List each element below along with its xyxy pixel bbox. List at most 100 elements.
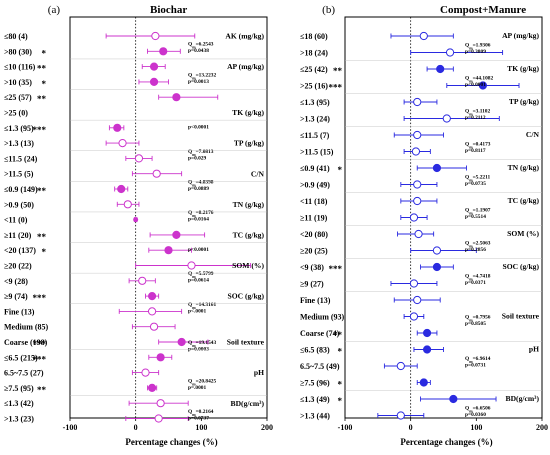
significance-stars: * <box>338 347 343 357</box>
p-value: p=0.0614 <box>188 278 209 284</box>
row-label: <20 (80) <box>300 230 328 239</box>
significance-stars: * <box>338 165 343 175</box>
effect-size-point <box>413 97 422 107</box>
qm-statistic: Qm=6.9614 <box>465 356 491 364</box>
significance-stars: *** <box>33 339 47 349</box>
row-label: >25 (16) <box>300 82 328 91</box>
row-label: ≥7.5 (95) <box>4 384 34 393</box>
significance-stars: * <box>338 380 343 390</box>
effect-size-point <box>413 295 422 305</box>
moderator-name: TN (g/kg) <box>233 200 265 209</box>
row-label: ≤1.3 (42) <box>4 399 34 408</box>
p-value: p=0.2112 <box>465 115 486 121</box>
x-tick-label: 100 <box>195 423 207 432</box>
p-value: p=0.0737 <box>188 415 209 421</box>
p-value: p<0.0001 <box>188 125 209 131</box>
qm-statistic: Qm=19.1543 <box>188 340 216 348</box>
qm-statistic: Qm=3.1102 <box>465 108 490 116</box>
significance-stars: ** <box>37 64 47 74</box>
row-label: <9 (38) <box>300 263 324 272</box>
effect-size-point <box>177 337 186 347</box>
p-value: p=0.0164 <box>188 216 209 222</box>
significance-stars: *** <box>33 354 47 364</box>
row-label: ≤6.5 (215) <box>4 353 38 362</box>
moderator-name: SOC (g/kg) <box>228 292 265 301</box>
row-label: ≤25 (57) <box>4 93 32 102</box>
x-axis-label: Percentage changes (%) <box>400 437 492 447</box>
effect-size-point <box>413 196 422 206</box>
effect-size-point <box>138 276 147 285</box>
effect-size-point <box>419 31 428 41</box>
row-label: >10 (35) <box>4 78 32 87</box>
effect-size-point <box>409 279 419 288</box>
qm-statistic: Qm=0.4173 <box>465 141 491 149</box>
effect-size-point <box>396 361 405 371</box>
p-value: p=0.0371 <box>465 280 486 286</box>
effect-size-point <box>409 213 419 222</box>
p-value: p<.0001 <box>188 308 207 314</box>
effect-size-point <box>156 353 165 362</box>
p-value: p=0.2856 <box>465 247 486 253</box>
moderator-name: Soil texture <box>227 338 265 347</box>
x-tick-label: 0 <box>134 423 138 432</box>
row-label: Coarse (74) <box>300 329 340 338</box>
row-label: 6.5~7.5 (49) <box>300 362 340 371</box>
row-label: ≤10 (116) <box>4 63 36 72</box>
plot-frame <box>344 16 543 419</box>
row-label: ≥9 (74) <box>4 292 28 301</box>
effect-size-point <box>172 93 181 102</box>
chart-title: Biochar <box>150 4 187 16</box>
effect-size-point <box>409 312 419 321</box>
p-value: p=0.8117 <box>465 148 486 154</box>
p-value: p=0.0438 <box>188 48 209 54</box>
significance-stars: *** <box>329 264 343 274</box>
effect-size-point <box>422 345 432 354</box>
x-tick-label: 0 <box>409 423 413 432</box>
effect-size-point <box>442 114 451 123</box>
qm-statistic: Qm=0.7956 <box>465 315 491 323</box>
row-label: >18 (24) <box>300 49 328 58</box>
effect-size-point <box>134 154 144 163</box>
moderator-name: AP (mg/kg) <box>502 31 539 40</box>
row-label: <9 (28) <box>4 277 28 286</box>
significance-stars: ** <box>37 94 47 104</box>
qm-statistic: Qm=14.3161 <box>188 302 216 310</box>
row-label: ≤1.3 (95) <box>300 98 330 107</box>
row-label: ≥20 (22) <box>4 262 32 271</box>
effect-size-point <box>156 399 165 408</box>
effect-size-point <box>432 246 442 255</box>
effect-size-point <box>411 147 421 156</box>
row-label: Coarse (198) <box>4 338 48 347</box>
significance-stars: * <box>42 247 47 257</box>
effect-size-point <box>396 411 405 420</box>
x-tick-label: 200 <box>261 423 273 432</box>
moderator-name: TN (g/kg) <box>508 163 540 172</box>
moderator-name: TK (g/kg) <box>232 108 264 117</box>
row-label: <20 (137) <box>4 246 36 255</box>
qm-statistic: Qm=5.2211 <box>465 174 490 182</box>
p-value: p=0.0735 <box>465 181 486 187</box>
panel-label: (a) <box>48 4 61 16</box>
significance-stars: ** <box>37 232 47 242</box>
row-label: ≤11.5 (24) <box>4 154 38 163</box>
row-label: 6.5~7.5 (27) <box>4 369 44 378</box>
p-value: p=0.0889 <box>188 186 209 192</box>
effect-size-point <box>445 48 455 57</box>
significance-stars: ** <box>333 66 343 76</box>
effect-size-point <box>149 77 159 87</box>
qm-statistic: Qm=44.1082 <box>465 75 493 83</box>
x-tick-label: 100 <box>470 423 482 432</box>
significance-stars: ** <box>37 186 47 196</box>
moderator-name: pH <box>254 368 264 377</box>
row-label: Medium (93) <box>300 313 345 322</box>
row-label: <11 (18) <box>300 197 328 206</box>
qm-statistic: Qm=1.9306 <box>465 42 491 50</box>
effect-size-point <box>413 180 422 189</box>
moderator-name: BD(g/cm³) <box>506 394 540 403</box>
row-label: ≤6.5 (83) <box>300 346 330 355</box>
moderator-name: C/N <box>251 169 265 178</box>
effect-size-point <box>149 322 159 331</box>
effect-size-point <box>147 307 157 316</box>
row-label: >80 (30) <box>4 47 32 56</box>
